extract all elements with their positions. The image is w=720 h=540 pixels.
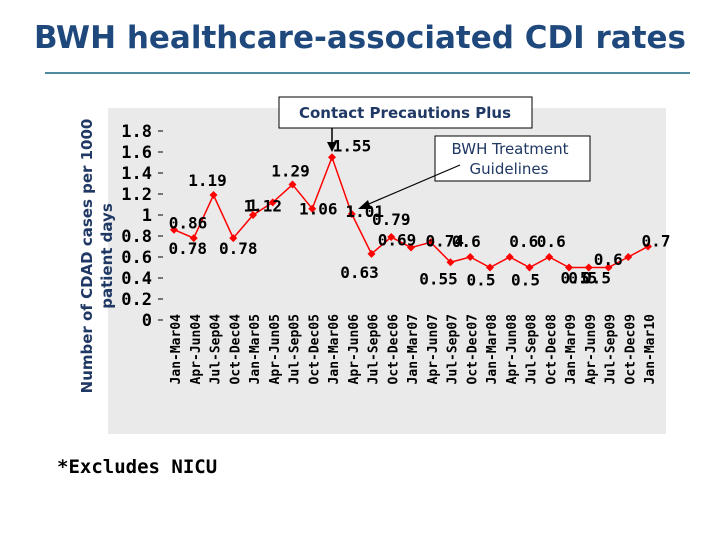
data-point-marker [288, 180, 297, 189]
data-label: 1.29 [271, 162, 310, 181]
data-label: 1 [248, 196, 258, 215]
data-label: 0.74 [425, 231, 464, 250]
data-point-marker [584, 263, 593, 272]
data-point-marker [407, 243, 415, 252]
data-point-marker [525, 263, 534, 272]
x-tick-label: Apr-Jun09 [584, 314, 599, 384]
x-tick-label: Jul-Sep06 [367, 314, 382, 385]
data-point-marker [308, 204, 317, 213]
data-label: 0.78 [219, 239, 258, 258]
y-tick-label: 0 [142, 311, 152, 331]
x-tick-label: Jan-Mar07 [406, 314, 421, 384]
data-point-marker [446, 258, 455, 267]
data-point-marker [604, 263, 613, 272]
data-label: 0.6 [452, 232, 481, 251]
x-tick-label: Oct-Dec06 [386, 314, 401, 385]
annotation-treatment-line1: BWH Treatment [452, 140, 569, 158]
data-label: 0.78 [168, 239, 207, 258]
data-point-marker [486, 263, 494, 272]
y-tick-label: 0.2 [121, 290, 152, 310]
x-tick-label: Apr-Jun06 [347, 314, 362, 385]
data-point-marker [367, 249, 376, 258]
y-tick-label: 0.8 [121, 227, 152, 247]
annotation-contact-precautions: Contact Precautions Plus [299, 104, 511, 122]
y-tick-label: 1.6 [121, 143, 152, 163]
y-tick-label: 1 [142, 206, 152, 226]
footnote: *Excludes NICU [57, 456, 218, 478]
x-tick-label: Oct-Dec07 [465, 314, 480, 384]
annotation-box-treatment-guidelines [434, 135, 591, 182]
annotation-arrowhead [327, 142, 337, 152]
x-tick-label: Jan-Mar05 [248, 314, 263, 384]
data-point-marker [268, 198, 277, 207]
page-title: BWH healthcare-associated CDI rates [33, 20, 687, 56]
x-tick-label: Jul-Sep04 [209, 314, 224, 385]
data-point-marker [328, 153, 336, 162]
y-tick-label: 1.4 [121, 164, 152, 184]
y-axis-title-line2: patient days [98, 203, 116, 309]
y-axis-title-line1: Number of CDAD cases per 1000 [78, 119, 96, 394]
data-label: 0.63 [340, 263, 379, 282]
x-tick-label: Jan-Mar09 [564, 314, 579, 384]
data-label: 0.6 [537, 232, 566, 251]
data-label: 1.01 [345, 202, 384, 221]
data-point-marker [189, 234, 198, 243]
data-label: 0.7 [642, 232, 671, 251]
annotation-treatment-line2: Guidelines [470, 160, 549, 178]
x-tick-label: Oct-Dec04 [228, 314, 243, 385]
annotation-arrowhead-2 [358, 200, 371, 209]
data-label: 0.69 [378, 231, 417, 250]
data-point-marker [170, 225, 178, 234]
data-point-marker [505, 253, 514, 261]
x-tick-label: Apr-Jun05 [268, 314, 283, 384]
data-label: 0.79 [372, 210, 411, 229]
data-point-marker [347, 209, 356, 218]
data-point-marker [229, 234, 238, 243]
title-divider [45, 72, 690, 74]
data-point-marker [387, 233, 396, 242]
data-label: 1.06 [299, 200, 338, 219]
data-point-marker [209, 191, 218, 200]
y-tick-label: 0.6 [121, 248, 152, 268]
data-label: 0.86 [169, 214, 208, 233]
data-point-marker [426, 238, 435, 247]
data-label: 0.55 [419, 269, 458, 288]
x-tick-label: Jul-Sep07 [446, 314, 461, 384]
data-label: 0.5 [582, 269, 611, 288]
x-tick-label: Apr-Jun04 [189, 314, 204, 385]
x-tick-label: Apr-Jun07 [426, 314, 441, 384]
x-tick-label: Jul-Sep09 [604, 314, 619, 384]
x-tick-label: Jan-Mar08 [485, 314, 500, 385]
y-tick-label: 1.8 [121, 122, 152, 142]
data-label: 0.6 [509, 232, 538, 251]
annotation-box-contact-precautions [278, 96, 533, 129]
data-point-marker [466, 253, 475, 261]
data-label: 1.19 [188, 171, 227, 190]
data-point-marker [249, 211, 257, 219]
x-tick-label: Jul-Sep08 [525, 314, 540, 385]
data-point-marker [565, 263, 573, 272]
annotation-arrow-shaft-2 [363, 164, 461, 207]
x-tick-label: Jul-Sep05 [288, 314, 303, 384]
data-label: 0.5 [568, 269, 597, 288]
data-label: 0.5 [511, 271, 540, 290]
data-label: 0.5 [561, 269, 590, 288]
data-point-marker [545, 253, 554, 261]
x-tick-label: Jan-Mar06 [327, 314, 342, 385]
x-tick-label: Jan-Mar10 [643, 314, 658, 385]
data-label: 1.55 [333, 136, 372, 155]
data-point-marker [624, 253, 633, 261]
data-label: 1.12 [243, 196, 282, 215]
x-tick-label: Oct-Dec09 [623, 314, 638, 384]
x-tick-label: Jan-Mar04 [169, 314, 184, 385]
data-label: 0.6 [594, 250, 623, 269]
y-tick-label: 0.4 [121, 269, 152, 289]
data-point-marker [644, 242, 652, 251]
data-label: 0.5 [467, 271, 496, 290]
x-tick-label: Oct-Dec05 [307, 314, 322, 384]
y-tick-label: 1.2 [121, 185, 152, 205]
x-tick-label: Oct-Dec08 [544, 314, 559, 385]
x-tick-label: Apr-Jun08 [505, 314, 520, 385]
